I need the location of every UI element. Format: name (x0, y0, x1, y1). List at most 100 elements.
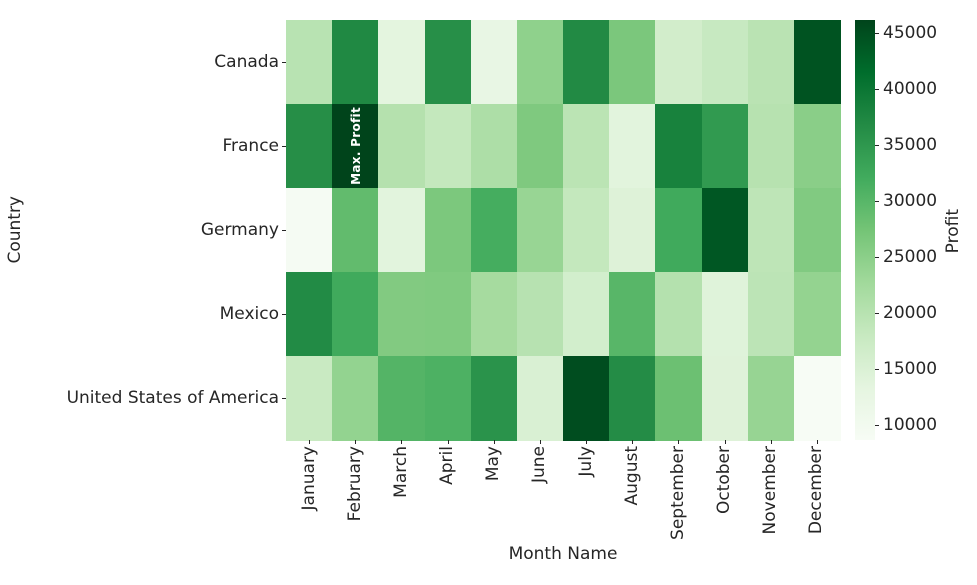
colorbar-tick-label: 45000 (883, 23, 938, 44)
heatmap-cell (286, 20, 333, 105)
colorbar-title: Profit (943, 209, 963, 254)
heatmap-cell (655, 188, 703, 273)
heatmap-cell (701, 188, 749, 273)
y-tick-label: Canada (214, 52, 279, 72)
x-tick-label: November (760, 446, 781, 535)
heatmap-cell (563, 272, 610, 357)
colorbar-tick-mark (875, 425, 879, 427)
x-axis-title: Month Name (508, 544, 618, 564)
colorbar-tick-mark (875, 33, 879, 35)
heatmap-cell (286, 356, 333, 441)
heatmap-cell (516, 20, 564, 105)
x-tick-mark (401, 440, 403, 444)
x-tick-label: July (575, 446, 596, 477)
heatmap-cell (563, 20, 610, 105)
heatmap-cell (609, 356, 656, 441)
heatmap-cell (332, 188, 379, 273)
heatmap-cell (793, 188, 841, 273)
y-tick-label: Mexico (219, 304, 279, 324)
heatmap-cell (470, 356, 518, 441)
colorbar-tick-label: 20000 (883, 303, 938, 324)
heatmap-cell (378, 356, 426, 441)
x-tick-label: June (529, 446, 550, 484)
heatmap-cell (516, 272, 564, 357)
heatmap-cell (655, 104, 703, 189)
colorbar-tick-mark (875, 89, 879, 91)
y-tick-mark (282, 314, 286, 315)
heatmap-cell (609, 104, 656, 189)
heatmap-cell (332, 20, 379, 105)
x-tick-label: August (621, 446, 642, 506)
colorbar-tick-label: 35000 (883, 135, 938, 156)
heatmap-cell (701, 20, 749, 105)
heatmap-cell (747, 272, 795, 357)
heatmap-cell (424, 272, 472, 357)
y-tick-mark (282, 398, 286, 399)
x-tick-label: March (390, 446, 411, 498)
heatmap-cell (424, 20, 472, 105)
heatmap-cell (286, 272, 333, 357)
heatmap-cell (424, 356, 472, 441)
heatmap-cell (332, 272, 379, 357)
heatmap-cell (563, 104, 610, 189)
x-tick-label: December (806, 446, 827, 535)
colorbar-tick-mark (875, 257, 879, 259)
heatmap-cell (286, 188, 333, 273)
x-tick-mark (632, 440, 634, 444)
heatmap-cell (747, 356, 795, 441)
heatmap-cell (470, 20, 518, 105)
heatmap-cell (655, 20, 703, 105)
x-tick-label: April (437, 446, 458, 485)
colorbar-tick-mark (875, 201, 879, 203)
heatmap-cell (747, 104, 795, 189)
heatmap-cell (655, 356, 703, 441)
heatmap-cell (793, 272, 841, 357)
heatmap-cell (701, 356, 749, 441)
colorbar (855, 20, 875, 440)
heatmap-cell (470, 272, 518, 357)
x-tick-mark (355, 440, 357, 444)
heatmap-cell (332, 356, 379, 441)
x-tick-mark (678, 440, 680, 444)
heatmap-cell (516, 104, 564, 189)
heatmap-cell (378, 272, 426, 357)
x-tick-label: September (667, 446, 688, 540)
heatmap-cell (793, 104, 841, 189)
heatmap-cell (286, 104, 333, 189)
y-tick-label: Germany (200, 220, 279, 240)
x-tick-mark (816, 440, 818, 444)
y-tick-label: France (222, 136, 279, 156)
annotation-wrap: Max. Profit (332, 104, 379, 189)
max-profit-annotation: Max. Profit (348, 107, 363, 186)
x-tick-mark (447, 440, 449, 444)
heatmap-cell (609, 272, 656, 357)
colorbar-tick-mark (875, 145, 879, 147)
heatmap-cell (655, 272, 703, 357)
heatmap-cell (378, 104, 426, 189)
heatmap-cell (470, 104, 518, 189)
heatmap-cell (609, 20, 656, 105)
x-tick-mark (724, 440, 726, 444)
heatmap-cell (701, 272, 749, 357)
heatmap-cell (378, 188, 426, 273)
x-tick-label: October (714, 446, 735, 515)
heatmap-cell (516, 356, 564, 441)
heatmap-cell (470, 188, 518, 273)
heatmap-cell (747, 20, 795, 105)
heatmap-cell (378, 20, 426, 105)
heatmap-cell (424, 188, 472, 273)
heatmap-cell (793, 20, 841, 105)
x-tick-mark (309, 440, 311, 444)
x-tick-mark (770, 440, 772, 444)
heatmap-cell (609, 188, 656, 273)
colorbar-tick-label: 25000 (883, 247, 938, 268)
x-tick-label: May (483, 446, 504, 482)
y-tick-mark (282, 230, 286, 231)
heatmap-cell: Max. Profit (332, 104, 379, 189)
heatmap-cell (747, 188, 795, 273)
heatmap-cell (563, 188, 610, 273)
x-tick-mark (539, 440, 541, 444)
heatmap-cell (424, 104, 472, 189)
heatmap-cell (516, 188, 564, 273)
